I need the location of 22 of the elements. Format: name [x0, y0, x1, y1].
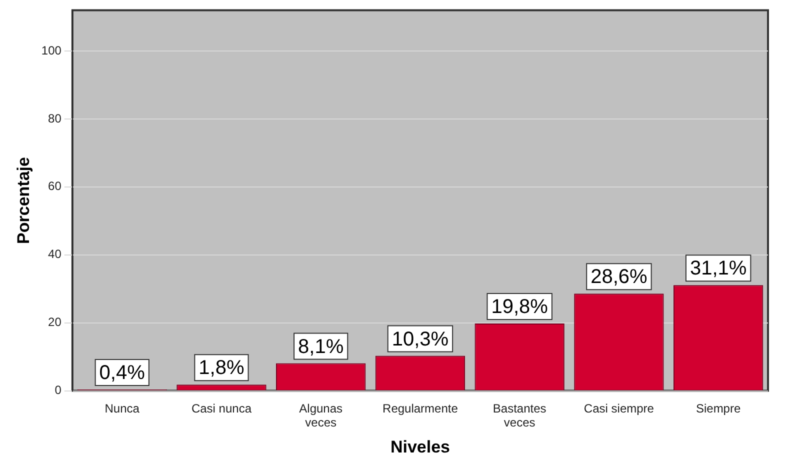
data-label: 10,3% — [392, 328, 449, 350]
y-tick-label: 40 — [48, 247, 62, 262]
x-tick-label: Nunca — [104, 401, 140, 416]
x-tick-label: Siempre — [696, 401, 741, 416]
x-tick-label: Casi nunca — [191, 401, 252, 416]
data-label: 0,4% — [99, 362, 146, 384]
y-tick-label: 0 — [54, 383, 62, 398]
y-tick-label: 60 — [48, 179, 62, 194]
x-tick-label: Algunas veces — [299, 401, 343, 430]
x-tick-label: Casi siempre — [584, 401, 654, 416]
y-tick-label: 20 — [48, 315, 62, 330]
y-tick-label: 100 — [41, 43, 62, 58]
data-label: 1,8% — [198, 357, 244, 380]
y-axis-title: Porcentaje — [14, 157, 33, 244]
data-label: 8,1% — [298, 336, 344, 358]
data-label: 19,8% — [491, 296, 548, 318]
data-label: 28,6% — [590, 266, 648, 288]
data-label: 31,1% — [690, 258, 747, 280]
x-axis-title: Niveles — [390, 437, 450, 456]
y-tick-label: 80 — [48, 111, 62, 126]
x-tick-label: Regularmente — [382, 401, 458, 416]
x-tick-label: Bastantes veces — [492, 401, 546, 430]
